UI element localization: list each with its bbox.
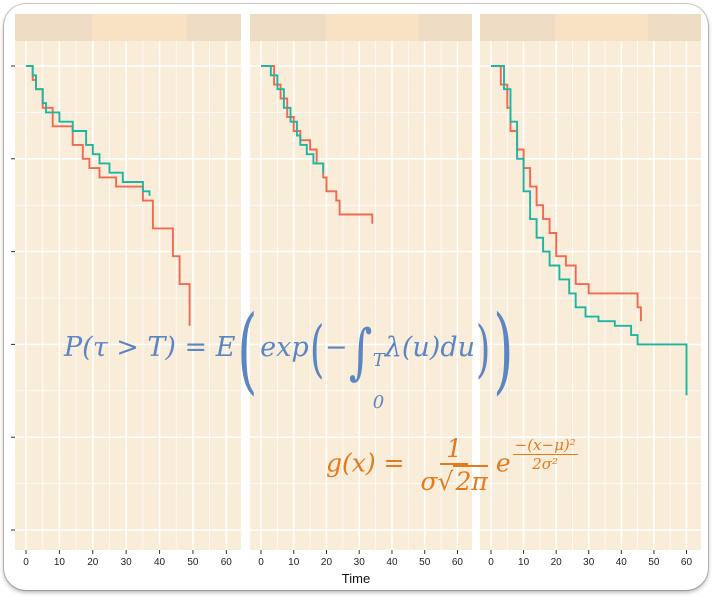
- x-tick-label: 10: [288, 557, 300, 568]
- gauss-base: e: [495, 448, 511, 478]
- x-tick-label: 10: [518, 557, 530, 568]
- gauss-sqrt: 2π: [453, 465, 488, 496]
- facet-strip-highlight: [91, 14, 187, 41]
- panel-2: [250, 14, 472, 550]
- gauss-numerator: 1: [440, 434, 469, 465]
- x-tick-label: 10: [54, 557, 66, 568]
- x-tick-label: 40: [616, 557, 628, 568]
- x-tick-label: 20: [87, 557, 99, 568]
- x-tick-label: 20: [551, 557, 563, 568]
- x-tick-label: 30: [583, 557, 595, 568]
- x-tick-label: 50: [419, 557, 431, 568]
- x-tick-label: 30: [121, 557, 133, 568]
- panel-background: [250, 41, 472, 550]
- x-tick-label: 60: [452, 557, 464, 568]
- x-tick-label: 20: [321, 557, 333, 568]
- gauss-exp-denominator: 2σ²: [532, 454, 559, 473]
- x-tick-label: 0: [258, 557, 264, 568]
- gauss-sigma: σ: [420, 467, 438, 496]
- survival-curve-a: [261, 65, 374, 224]
- facet-strip-highlight: [555, 14, 648, 41]
- x-axis-label: Time: [342, 571, 370, 586]
- panel-3: [480, 14, 701, 550]
- survival-curve-b: [261, 65, 325, 173]
- x-tick-label: 40: [386, 557, 398, 568]
- survival-exp: exp: [260, 332, 309, 363]
- gauss-exp-numerator: (x−μ)²: [527, 435, 576, 454]
- survival-curve-b: [491, 65, 688, 396]
- x-tick-label: 60: [681, 557, 693, 568]
- survival-integrand: λ(u)du: [384, 332, 476, 363]
- gauss-exp-minus: −: [514, 435, 528, 454]
- survival-lhs: P(τ > T) = E: [64, 332, 236, 363]
- x-tick-label: 30: [354, 557, 366, 568]
- x-tick-label: 0: [488, 557, 494, 568]
- survival-curve-b: [26, 65, 151, 196]
- gauss-lhs: g(x) =: [326, 448, 405, 478]
- x-tick-label: 50: [187, 557, 199, 568]
- x-tick-label: 60: [221, 557, 233, 568]
- integral-lower-limit: 0: [372, 392, 385, 413]
- gaussian-equation: g(x) = 1 σ√2π e −(x−μ)² 2σ²: [326, 434, 578, 496]
- integral-symbol: ∫: [349, 317, 373, 387]
- x-tick-label: 40: [154, 557, 166, 568]
- integral-upper-limit: T: [372, 350, 385, 371]
- facet-strip-highlight: [325, 14, 419, 41]
- survival-equation: P(τ > T) = E(exp(−∫ T 0 λ(u)du)): [64, 296, 516, 424]
- x-tick-label: 0: [23, 557, 29, 568]
- panel-1: [15, 14, 241, 550]
- survival-minus: −: [324, 332, 348, 363]
- x-tick-label: 50: [648, 557, 660, 568]
- chart-frame: 0 10 20 30 40 50 60 0 10 20 30 40 50 60 0 10 20 30 40 50 60 …: [4, 4, 708, 590]
- survival-chart: 0 10 20 30 40 50 60 0 10 20 30 40 50 60 0 10 20 30 40 50 60 …: [11, 14, 701, 586]
